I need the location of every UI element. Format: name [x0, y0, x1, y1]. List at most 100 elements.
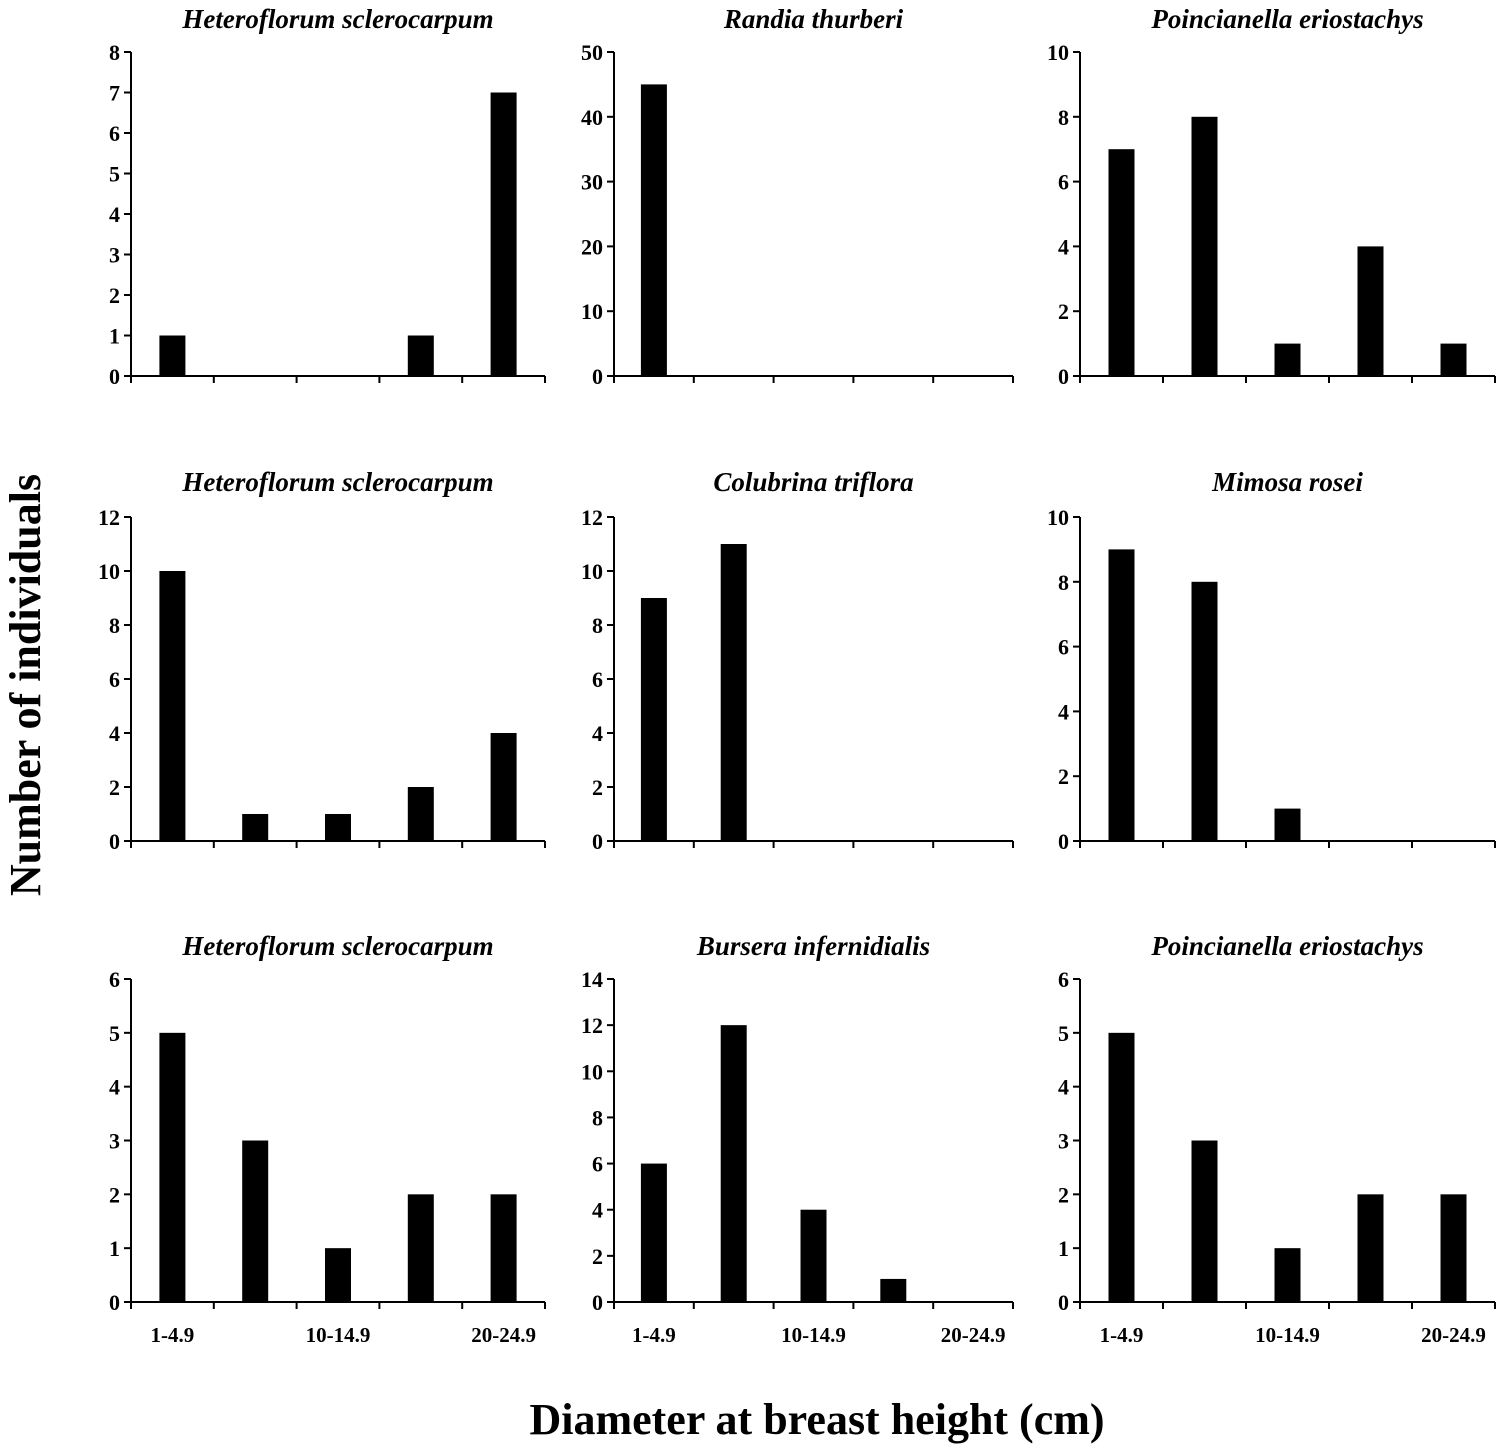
y-tick-label: 2 — [592, 1244, 603, 1269]
y-tick-label: 50 — [581, 40, 603, 65]
x-tick-label: 10-14.9 — [306, 1323, 371, 1347]
y-axis-title: Number of individuals — [1, 474, 50, 896]
x-tick-label: 1-4.9 — [1100, 1323, 1144, 1347]
x-tick-label: 1-4.9 — [632, 1323, 676, 1347]
y-tick-label: 8 — [109, 613, 120, 638]
chart-panel: Heteroflorum sclerocarpum 0 2 4 6 8 10 12 — [98, 467, 546, 854]
y-tick-label: 0 — [109, 829, 120, 854]
bar — [720, 1025, 747, 1302]
y-tick-label: 6 — [109, 967, 120, 992]
chart-panel: Poincianella eriostachys 0 2 4 6 8 10 — [1047, 4, 1496, 389]
bar — [640, 84, 667, 377]
bar — [1108, 1032, 1135, 1302]
bar — [800, 1209, 827, 1302]
bar — [490, 1194, 517, 1302]
chart-panels: Heteroflorum sclerocarpum 0 12 3 4 5 6 7 8 Randia… — [98, 4, 1496, 1347]
y-tick-label: 2 — [1058, 299, 1069, 324]
bar — [1357, 246, 1384, 376]
bar — [1108, 149, 1135, 376]
y-tick-label: 2 — [1058, 764, 1069, 789]
y-tick-label: 0 — [109, 1290, 120, 1315]
bar — [1191, 581, 1218, 841]
y-tick-label: 0 — [1058, 364, 1069, 389]
bar — [242, 1140, 269, 1302]
y-tick-label: 10 — [98, 559, 120, 584]
y-tick-label: 0 — [1058, 1290, 1069, 1315]
bar — [1357, 1194, 1384, 1302]
x-axis-title: Diameter at breast height (cm) — [529, 1395, 1104, 1444]
panel-title: Heteroflorum sclerocarpum — [181, 931, 493, 961]
bar — [640, 598, 667, 841]
bar — [159, 571, 186, 841]
y-tick-label: 6 — [109, 667, 120, 692]
bar — [640, 1163, 667, 1302]
chart-panel: Colubrina triflora 0 2 4 6 8 10 12 — [581, 467, 1014, 854]
chart-panel: Bursera infernidialis 0 2 4 6 8 10 12 14 1-4.9 10-… — [581, 931, 1014, 1347]
y-tick-label: 6 — [592, 1152, 603, 1177]
panel-title: Poincianella eriostachys — [1150, 931, 1423, 961]
bar — [1440, 343, 1467, 376]
panel-title: Mimosa rosei — [1211, 467, 1363, 497]
y-tick-label: 8 — [592, 1105, 603, 1130]
y-tick-label: 7 — [109, 81, 120, 106]
x-tick-label: 20-24.9 — [471, 1323, 536, 1347]
y-tick-label: 5 — [109, 162, 120, 187]
bar — [1274, 343, 1301, 376]
y-tick-label: 4 — [592, 1198, 603, 1223]
y-tick-label: 12 — [581, 1013, 603, 1038]
y-tick-label: 4 — [1058, 234, 1069, 259]
y-tick-label: 3 — [1058, 1129, 1069, 1154]
y-tick-label: 4 — [109, 1075, 120, 1100]
y-tick-label: 20 — [581, 234, 603, 259]
y-tick-label: 4 — [592, 721, 603, 746]
y-tick-label: 4 — [109, 721, 120, 746]
panel-title: Randia thurberi — [723, 4, 904, 34]
bar — [407, 335, 434, 376]
y-tick-label: 2 — [592, 775, 603, 800]
y-tick-label: 4 — [1058, 699, 1069, 724]
y-tick-label: 3 — [109, 243, 120, 268]
y-tick-label: 8 — [592, 613, 603, 638]
x-tick-label: 1-4.9 — [151, 1323, 195, 1347]
x-tick-label: 10-14.9 — [1255, 1323, 1320, 1347]
y-tick-label: 40 — [581, 105, 603, 130]
bar — [325, 814, 351, 841]
y-tick-label: 6 — [592, 667, 603, 692]
y-tick-label: 5 — [1058, 1021, 1069, 1046]
y-tick-label: 14 — [581, 967, 603, 992]
bar — [720, 544, 747, 841]
y-tick-label: 4 — [109, 202, 120, 227]
y-tick-label: 0 — [592, 1290, 603, 1315]
y-tick-label: 10 — [581, 299, 603, 324]
x-tick-label: 10-14.9 — [781, 1323, 846, 1347]
bar — [490, 733, 517, 841]
y-tick-label: 2 — [109, 283, 120, 308]
bar — [242, 814, 269, 841]
bar — [1274, 1248, 1301, 1302]
y-tick-label: 10 — [1047, 505, 1069, 530]
y-tick-label: 3 — [109, 1129, 120, 1154]
y-tick-label: 6 — [1058, 967, 1069, 992]
y-tick-label: 8 — [109, 40, 120, 65]
y-tick-label: 6 — [109, 121, 120, 146]
bar — [159, 1032, 186, 1302]
y-tick-label: 0 — [592, 364, 603, 389]
y-tick-label: 0 — [592, 829, 603, 854]
y-tick-label: 2 — [109, 775, 120, 800]
y-tick-label: 6 — [1058, 635, 1069, 660]
y-tick-label: 8 — [1058, 105, 1069, 130]
y-tick-label: 30 — [581, 170, 603, 195]
bar — [159, 335, 186, 376]
y-tick-label: 4 — [1058, 1075, 1069, 1100]
y-tick-label: 10 — [581, 559, 603, 584]
y-tick-label: 12 — [98, 505, 120, 530]
panel-title: Heteroflorum sclerocarpum — [181, 4, 493, 34]
y-tick-label: 2 — [1058, 1182, 1069, 1207]
y-tick-label: 0 — [109, 364, 120, 389]
bar — [490, 92, 517, 376]
x-tick-label: 20-24.9 — [1421, 1323, 1486, 1347]
bar — [407, 787, 434, 841]
bar — [1191, 116, 1218, 377]
panel-title: Colubrina triflora — [713, 467, 913, 497]
